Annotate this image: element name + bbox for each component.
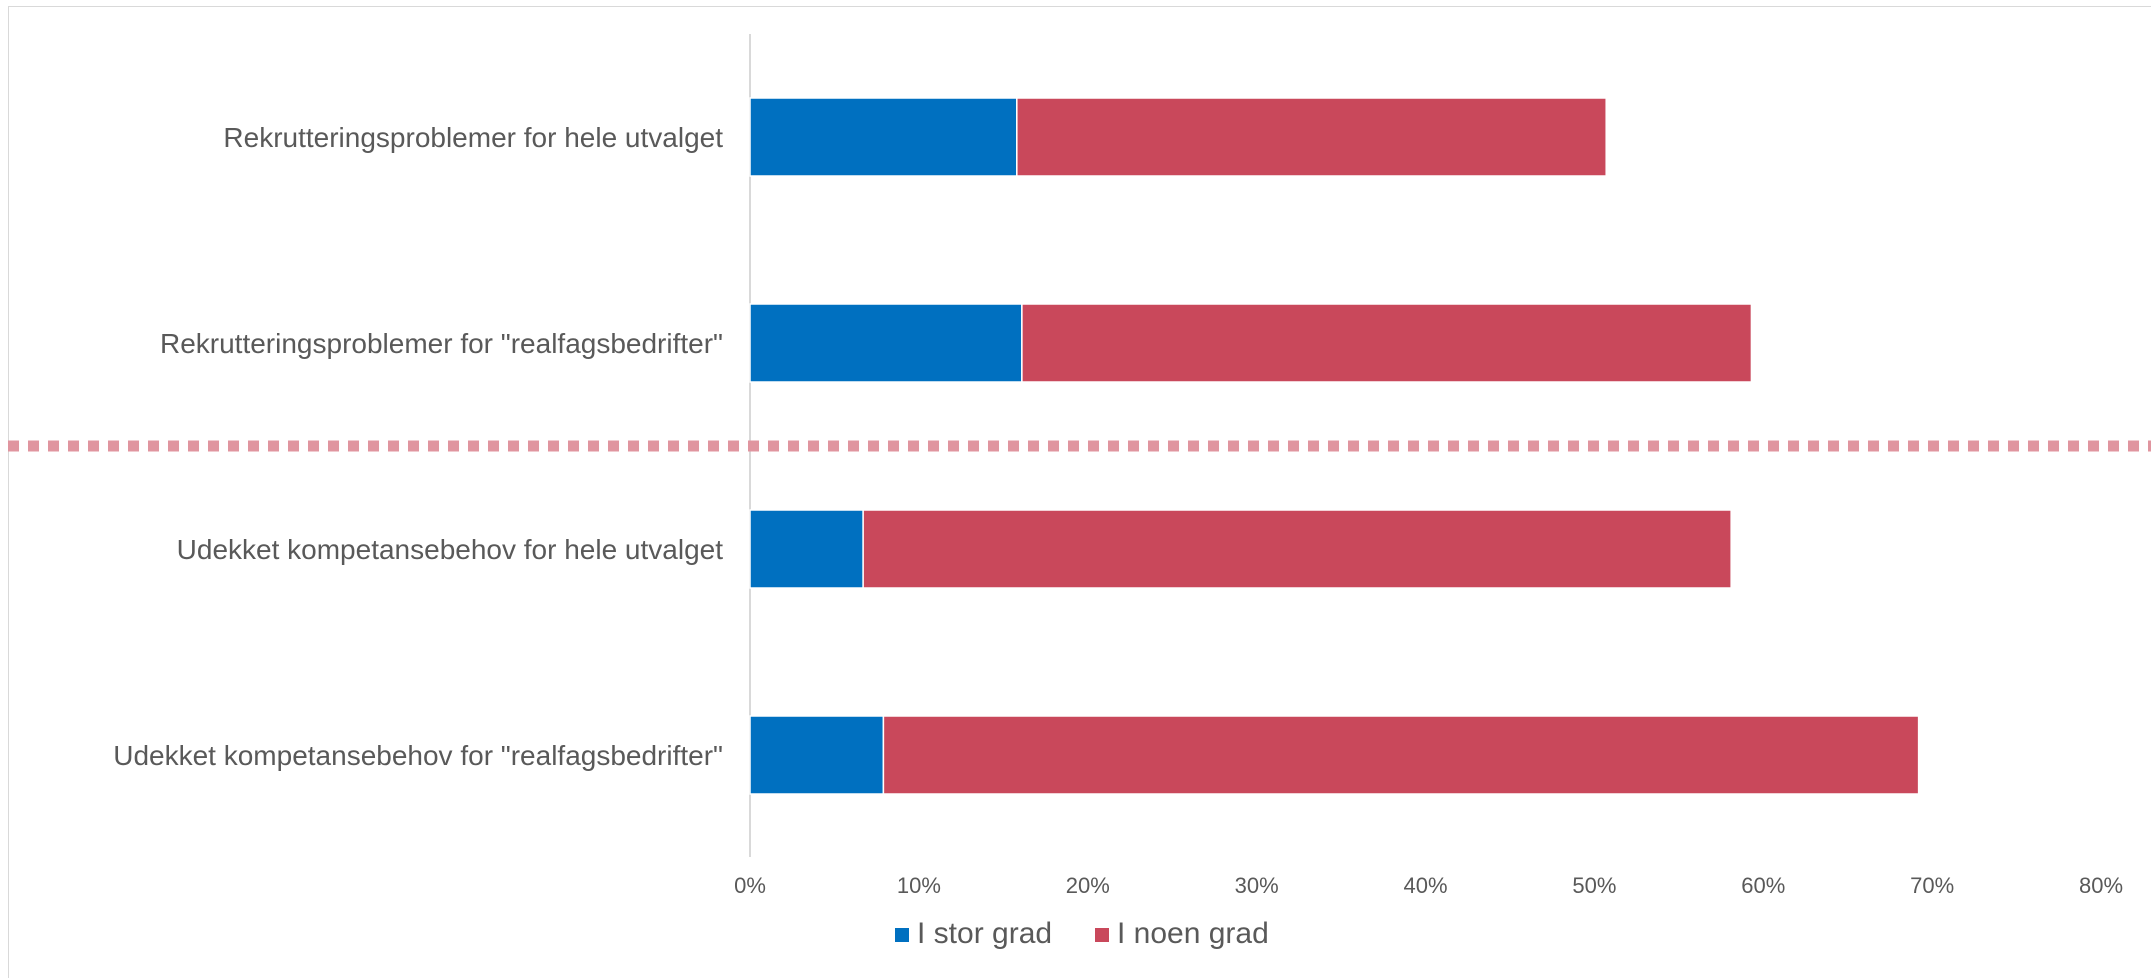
bar-i-stor-grad-1 xyxy=(749,97,1018,177)
bar-i-noen-grad-2 xyxy=(1021,303,1753,383)
bar-i-noen-grad-4 xyxy=(882,715,1920,795)
bar-i-noen-grad-3 xyxy=(862,509,1732,589)
category-label-2: Rekrutteringsproblemer for "realfagsbedr… xyxy=(160,328,723,359)
legend-label-i-noen-grad: I noen grad xyxy=(1117,917,1269,950)
chart-frame xyxy=(8,6,2151,978)
bar-i-noen-grad-1 xyxy=(1016,97,1607,177)
x-tick-label-0: 0% xyxy=(734,873,766,898)
legend-label-i-stor-grad: I stor grad xyxy=(917,917,1052,950)
category-label-4: Udekket kompetansebehov for "realfagsbed… xyxy=(113,740,723,771)
x-tick-label-70: 70% xyxy=(1910,873,1954,898)
x-tick-label-80: 80% xyxy=(2079,873,2123,898)
category-label-3: Udekket kompetansebehov for hele utvalge… xyxy=(177,534,724,565)
legend-swatch-i-noen-grad xyxy=(1095,928,1109,942)
bar-i-stor-grad-2 xyxy=(749,303,1023,383)
bar-i-stor-grad-4 xyxy=(749,715,885,795)
x-tick-label-40: 40% xyxy=(1403,873,1447,898)
bar-i-stor-grad-3 xyxy=(749,509,864,589)
x-tick-label-20: 20% xyxy=(1066,873,1110,898)
x-tick-label-60: 60% xyxy=(1741,873,1785,898)
legend-swatch-i-stor-grad xyxy=(895,928,909,942)
category-label-1: Rekrutteringsproblemer for hele utvalget xyxy=(223,122,723,153)
x-tick-label-10: 10% xyxy=(897,873,941,898)
x-tick-label-30: 30% xyxy=(1235,873,1279,898)
x-tick-label-50: 50% xyxy=(1572,873,1616,898)
